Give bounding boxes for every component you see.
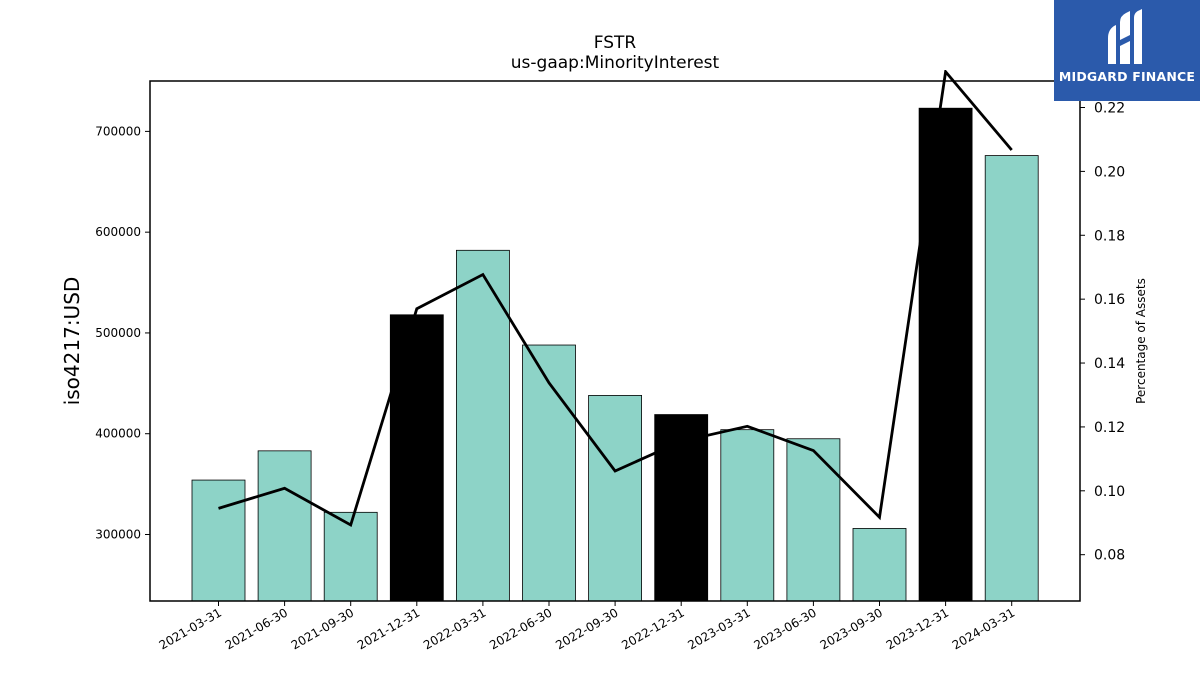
y2-tick-label: 0.10 <box>1094 484 1125 500</box>
chart-subtitle: us-gaap:MinorityInterest <box>511 53 720 73</box>
x-tick-label: 2022-09-30 <box>553 605 620 652</box>
y-tick-label: 600000 <box>95 225 141 239</box>
bar <box>389 314 444 602</box>
y-tick-label: 700000 <box>95 124 141 138</box>
bar <box>522 344 576 602</box>
x-tick-label: 2023-03-31 <box>685 605 752 652</box>
y2-tick-label: 0.20 <box>1094 164 1125 180</box>
bar <box>191 479 246 602</box>
x-tick-label: 2022-06-30 <box>487 605 554 652</box>
bar <box>654 414 709 602</box>
logo-mark-icon <box>1108 9 1142 64</box>
bar <box>588 395 642 602</box>
bar <box>257 450 312 602</box>
bar <box>455 249 510 602</box>
y2-tick-label: 0.08 <box>1094 548 1125 564</box>
y2-tick-label: 0.12 <box>1094 420 1125 436</box>
y-tick-label: 400000 <box>95 427 141 441</box>
bar <box>720 429 775 602</box>
x-tick-label: 2021-03-31 <box>157 605 224 652</box>
x-tick-label: 2021-06-30 <box>223 605 290 652</box>
y2-tick-label: 0.14 <box>1094 356 1125 372</box>
y2-axis-label: Percentage of Assets <box>1134 278 1148 404</box>
x-tick-label: 2022-12-31 <box>619 605 686 652</box>
y-tick-label: 500000 <box>95 326 141 340</box>
y-axis-label: iso4217:USD <box>60 277 84 406</box>
x-tick-label: 2023-12-31 <box>884 605 951 652</box>
x-tick-label: 2021-12-31 <box>355 605 422 652</box>
x-tick-label: 2023-09-30 <box>818 605 885 652</box>
y2-tick-label: 0.22 <box>1094 101 1125 117</box>
x-tick-label: 2024-03-31 <box>950 605 1017 652</box>
series-line <box>218 70 1013 528</box>
x-tick-label: 2021-09-30 <box>289 605 356 652</box>
y2-tick-label: 0.18 <box>1094 228 1125 244</box>
plot-area: 2021-03-312021-06-302021-09-302021-12-31… <box>95 70 1125 652</box>
plot-frame <box>149 80 1081 602</box>
bar <box>918 107 973 602</box>
x-tick-label: 2023-06-30 <box>751 605 818 652</box>
y-tick-label: 300000 <box>95 527 141 541</box>
x-tick-label: 2022-03-31 <box>421 605 488 652</box>
bar <box>786 438 841 602</box>
bar <box>323 511 378 602</box>
bar <box>852 528 907 602</box>
bar <box>984 155 1039 602</box>
logo: MIDGARD FINANCE <box>1054 0 1200 101</box>
chart-title: FSTR <box>594 33 637 53</box>
y2-tick-label: 0.16 <box>1094 292 1125 308</box>
logo-text: MIDGARD FINANCE <box>1058 69 1196 84</box>
